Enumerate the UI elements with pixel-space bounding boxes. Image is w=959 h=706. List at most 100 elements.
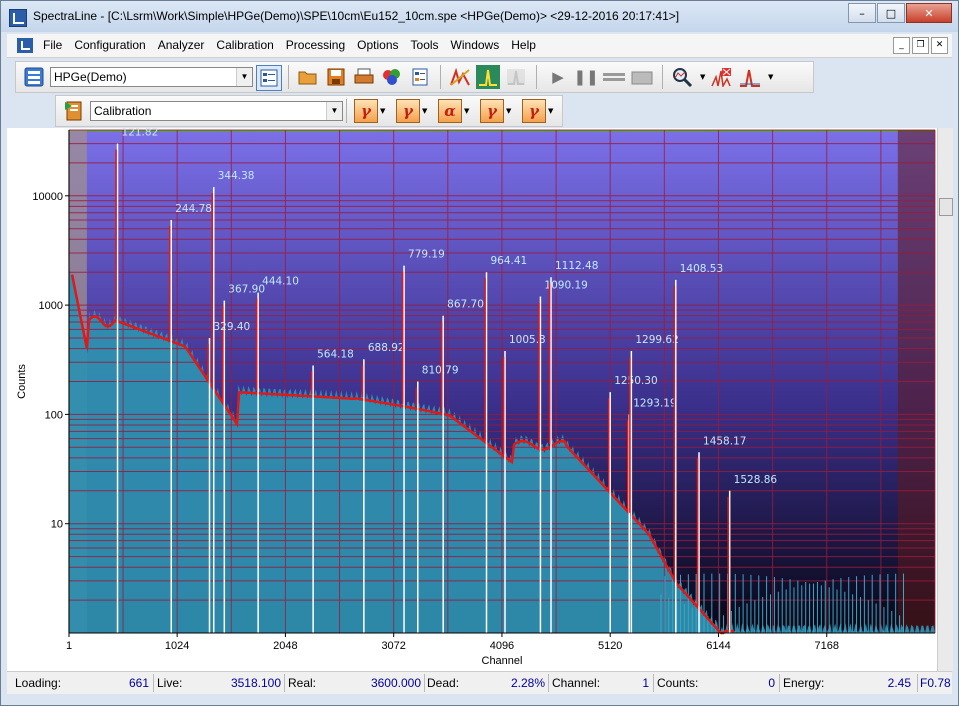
live-label: Live: bbox=[157, 676, 183, 690]
x-tick-label: 2048 bbox=[273, 640, 297, 652]
real-label: Real: bbox=[288, 676, 317, 690]
peak-label-17: 1299.62 bbox=[635, 334, 678, 346]
mdi-restore-button[interactable]: ❐ bbox=[912, 37, 929, 54]
menu-configuration[interactable]: Configuration bbox=[74, 38, 146, 52]
menu-tools[interactable]: Tools bbox=[410, 38, 439, 52]
zoom-dropdown-icon[interactable]: ▼ bbox=[700, 73, 706, 81]
start-icon[interactable]: ▶ bbox=[552, 68, 564, 86]
vertical-scrollbar[interactable] bbox=[937, 128, 953, 671]
mdi-close-button[interactable]: ✕ bbox=[931, 37, 948, 54]
peak-label-20: 1528.86 bbox=[734, 474, 778, 486]
spectrum-chart[interactable]: 121.82 244.78 344.38 367.90 329.40 444.10 564.… bbox=[7, 127, 937, 671]
efficiency-calibration-button[interactable]: γ bbox=[480, 99, 504, 123]
scroll-thumb[interactable] bbox=[939, 198, 953, 216]
counts-label: Counts: bbox=[657, 676, 699, 690]
title-bar[interactable]: SpectraLine - [C:\Lsrm\Work\Simple\HPGe(… bbox=[1, 1, 958, 32]
loading-value: 661 bbox=[128, 676, 149, 690]
menu-help[interactable]: Help bbox=[511, 38, 536, 52]
menu-analyzer[interactable]: Analyzer bbox=[157, 38, 205, 52]
y-axis-title: Counts bbox=[16, 364, 28, 399]
channel-value: 1 bbox=[642, 676, 649, 690]
peak-label-3: 367.90 bbox=[228, 284, 265, 296]
mode-select-value: Calibration bbox=[94, 104, 152, 118]
detector-select-value: HPGe(Demo) bbox=[54, 70, 127, 84]
counts-value: 0 bbox=[768, 676, 775, 690]
peak-label-15: 1250.30 bbox=[614, 375, 657, 387]
chevron-down-icon[interactable]: ▼ bbox=[380, 107, 386, 115]
x-tick-label: 6144 bbox=[706, 640, 730, 652]
real-value: 3600.000 bbox=[370, 676, 421, 690]
sources-icon[interactable] bbox=[380, 65, 404, 89]
spectrum-view[interactable]: 121.82 244.78 344.38 367.90 329.40 444.10 564.… bbox=[7, 127, 952, 671]
chevron-down-icon[interactable]: ▼ bbox=[464, 107, 470, 115]
fwhm-calibration-button[interactable]: γ bbox=[396, 99, 420, 123]
x-tick-label: 4096 bbox=[490, 640, 514, 652]
energy-value: 2.45 bbox=[887, 676, 911, 690]
menu-windows[interactable]: Windows bbox=[450, 38, 500, 52]
status-bar: Loading: 661 Live: 3518.100 Real: 3600.0… bbox=[7, 671, 952, 694]
report-icon[interactable] bbox=[408, 65, 432, 89]
y-tick-label: 10 bbox=[51, 519, 63, 531]
channel-label: Channel: bbox=[552, 676, 601, 690]
peak-label-12: 1005.3 bbox=[509, 334, 546, 346]
alpha-calibration-button[interactable]: α bbox=[438, 99, 462, 123]
y-tick-label: 10000 bbox=[32, 191, 63, 203]
y-tick-label: 1000 bbox=[39, 300, 63, 312]
x-tick-label: 5120 bbox=[598, 640, 622, 652]
y-tick-label: 100 bbox=[45, 409, 63, 421]
live-value: 3518.100 bbox=[230, 676, 281, 690]
peak-label-10: 867.70 bbox=[447, 299, 484, 311]
open-folder-icon[interactable] bbox=[296, 65, 320, 89]
close-button[interactable]: ✕ bbox=[906, 3, 952, 23]
chevron-down-icon[interactable]: ▼ bbox=[548, 107, 554, 115]
save-icon[interactable] bbox=[324, 65, 348, 89]
chevron-down-icon[interactable]: ▼ bbox=[422, 107, 428, 115]
detector-properties-button[interactable] bbox=[256, 65, 282, 91]
view-dropdown-icon[interactable]: ▼ bbox=[768, 73, 774, 81]
x-tick-label: 7168 bbox=[814, 640, 838, 652]
chevron-down-icon[interactable]: ▼ bbox=[506, 107, 512, 115]
delete-spectrum-icon[interactable] bbox=[710, 65, 734, 89]
menu-file[interactable]: File bbox=[43, 38, 63, 52]
peak-label-19: 1458.17 bbox=[703, 435, 746, 447]
clear-icon[interactable] bbox=[630, 65, 654, 89]
peak-label-5: 444.10 bbox=[262, 276, 299, 288]
minimize-button[interactable]: – bbox=[848, 3, 876, 23]
menu-bar: File Configuration Analyzer Calibration … bbox=[7, 34, 952, 58]
detector-select[interactable]: HPGe(Demo) ▼ bbox=[50, 67, 253, 87]
extra-value: F0.78 bbox=[920, 676, 951, 690]
calibration-toolbar: Calibration ▼ γ ▼ γ ▼ α ▼ γ ▼ γ ▼ bbox=[55, 95, 563, 127]
menu-calibration[interactable]: Calibration bbox=[216, 38, 274, 52]
spectrum-view-icon[interactable] bbox=[738, 65, 762, 89]
calibration-mode-icon bbox=[62, 99, 86, 123]
peak-search-icon[interactable] bbox=[476, 65, 500, 89]
mdi-minimize-button[interactable]: _ bbox=[893, 37, 910, 54]
peak-label-18: 1408.53 bbox=[680, 263, 723, 275]
peak-label-7: 688.92 bbox=[368, 342, 405, 354]
stop-icon[interactable] bbox=[602, 65, 626, 89]
menu-options[interactable]: Options bbox=[357, 38, 399, 52]
baseline-curve bbox=[70, 274, 734, 635]
zoom-icon[interactable] bbox=[670, 65, 694, 89]
document-icon[interactable] bbox=[17, 38, 33, 53]
menu-processing[interactable]: Processing bbox=[285, 38, 346, 52]
print-icon[interactable] bbox=[352, 65, 376, 89]
pause-icon[interactable]: ❚❚ bbox=[573, 68, 599, 86]
window-title: SpectraLine - [C:\Lsrm\Work\Simple\HPGe(… bbox=[33, 9, 680, 23]
spectrum-calibration-icon[interactable] bbox=[448, 65, 472, 89]
maximize-button[interactable]: □ bbox=[877, 3, 905, 23]
chevron-down-icon: ▼ bbox=[236, 68, 252, 86]
shape-calibration-button[interactable]: γ bbox=[522, 99, 546, 123]
peak-label-16: 1293.19 bbox=[633, 397, 676, 409]
mode-select[interactable]: Calibration ▼ bbox=[90, 101, 343, 121]
peak-label-6: 564.18 bbox=[317, 349, 354, 361]
main-toolbar: HPGe(Demo) ▼ ▶ ❚❚ ▼ ▼ bbox=[15, 61, 814, 93]
peak-label-9: 810.79 bbox=[422, 365, 459, 377]
detector-icon bbox=[22, 65, 46, 89]
dead-label: Dead: bbox=[427, 676, 460, 690]
peak-label-4: 329.40 bbox=[214, 321, 251, 333]
chevron-down-icon: ▼ bbox=[326, 102, 342, 120]
energy-calibration-button[interactable]: γ bbox=[354, 99, 378, 123]
x-axis-title: Channel bbox=[482, 655, 523, 667]
